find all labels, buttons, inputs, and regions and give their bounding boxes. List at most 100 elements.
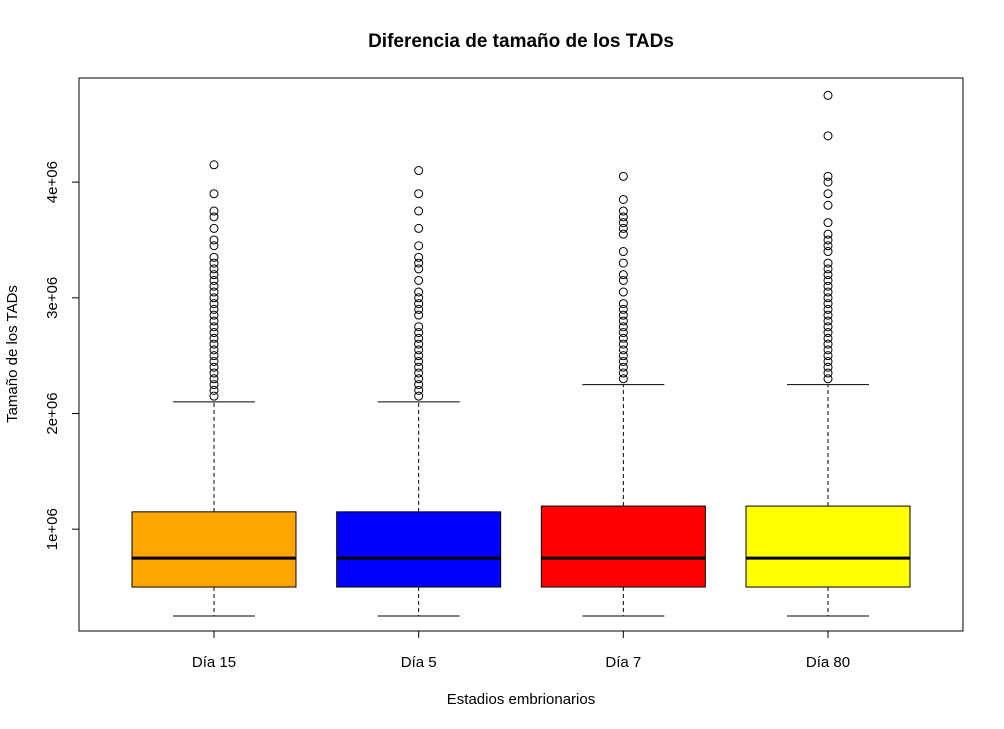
outlier-point	[414, 368, 424, 378]
outlier-point	[823, 310, 833, 320]
outlier-point	[209, 391, 219, 401]
outlier-point	[209, 189, 219, 199]
outlier-point	[209, 351, 219, 361]
outlier-point	[414, 293, 424, 303]
outlier-point	[618, 223, 628, 233]
outlier-point	[414, 223, 424, 233]
outlier-point	[823, 339, 833, 349]
outlier-point	[618, 247, 628, 257]
outlier-point	[209, 206, 219, 216]
x-axis: Día 15 Día 5 Día 7 Día 80	[192, 630, 850, 671]
chart-title: Diferencia de tamaño de los TADs	[368, 31, 674, 52]
outlier-point	[209, 380, 219, 390]
boxes-layer	[131, 90, 911, 617]
outlier-point	[414, 287, 424, 297]
outlier-point	[209, 252, 219, 262]
outlier-point	[823, 270, 833, 280]
outlier-point	[618, 356, 628, 366]
outlier-point	[414, 252, 424, 262]
outlier-point	[823, 351, 833, 361]
y-tick-label: 3e+06	[44, 277, 61, 319]
box-iqr	[336, 511, 502, 588]
outlier-point	[414, 322, 424, 332]
outlier-point	[414, 391, 424, 401]
box-iqr	[745, 505, 911, 588]
outlier-point	[414, 333, 424, 343]
outlier-point	[823, 368, 833, 378]
outlier-point	[414, 166, 424, 176]
outlier-point	[618, 362, 628, 372]
outlier-point	[414, 339, 424, 349]
outlier-point	[618, 351, 628, 361]
y-tick-label: 2e+06	[44, 392, 61, 434]
outlier-point	[618, 206, 628, 216]
outlier-point	[618, 322, 628, 332]
box-iqr	[540, 505, 706, 588]
outlier-point	[209, 160, 219, 170]
outlier-point	[823, 304, 833, 314]
outlier-point	[209, 316, 219, 326]
outlier-point	[414, 304, 424, 314]
outlier-point	[618, 345, 628, 355]
outlier-point	[823, 90, 833, 100]
outlier-point	[823, 299, 833, 309]
outlier-point	[209, 322, 219, 332]
outlier-point	[823, 362, 833, 372]
y-tick-label: 4e+06	[44, 161, 61, 203]
outlier-point	[618, 258, 628, 268]
outlier-point	[209, 345, 219, 355]
outlier-point	[823, 200, 833, 210]
outlier-point	[823, 374, 833, 384]
outlier-point	[414, 299, 424, 309]
outlier-point	[618, 212, 628, 222]
outlier-point	[414, 241, 424, 251]
x-tick-label: Día 5	[401, 654, 437, 671]
outlier-point	[209, 356, 219, 366]
outlier-point	[414, 385, 424, 395]
outlier-point	[414, 310, 424, 320]
outlier-point	[823, 247, 833, 257]
y-tick-label: 1e+06	[44, 508, 61, 550]
outlier-point	[209, 264, 219, 274]
outlier-point	[618, 333, 628, 343]
outlier-point	[823, 241, 833, 251]
outlier-point	[209, 293, 219, 303]
outlier-point	[618, 328, 628, 338]
outlier-point	[414, 206, 424, 216]
outlier-point	[823, 356, 833, 366]
outlier-point	[209, 328, 219, 338]
box-iqr	[131, 511, 297, 588]
outlier-point	[209, 241, 219, 251]
outlier-point	[823, 131, 833, 141]
outlier-point	[209, 333, 219, 343]
outlier-point	[618, 275, 628, 285]
outlier-point	[209, 270, 219, 280]
outlier-point	[414, 374, 424, 384]
outlier-point	[209, 223, 219, 233]
x-axis-label: Estadios embrionarios	[447, 691, 595, 708]
outlier-point	[618, 270, 628, 280]
outlier-point	[823, 235, 833, 245]
outlier-point	[414, 328, 424, 338]
outlier-point	[823, 189, 833, 199]
outlier-point	[618, 310, 628, 320]
outlier-point	[414, 356, 424, 366]
outlier-point	[823, 316, 833, 326]
box-group	[540, 171, 706, 617]
outlier-point	[823, 275, 833, 285]
outlier-point	[414, 264, 424, 274]
outlier-point	[823, 333, 833, 343]
outlier-point	[209, 212, 219, 222]
outlier-point	[618, 374, 628, 384]
outlier-point	[209, 339, 219, 349]
outlier-point	[618, 287, 628, 297]
outlier-point	[209, 275, 219, 285]
outlier-point	[823, 287, 833, 297]
outlier-point	[209, 362, 219, 372]
outlier-point	[618, 299, 628, 309]
outlier-point	[414, 189, 424, 199]
outlier-point	[823, 218, 833, 228]
outlier-point	[618, 339, 628, 349]
outlier-point	[414, 362, 424, 372]
